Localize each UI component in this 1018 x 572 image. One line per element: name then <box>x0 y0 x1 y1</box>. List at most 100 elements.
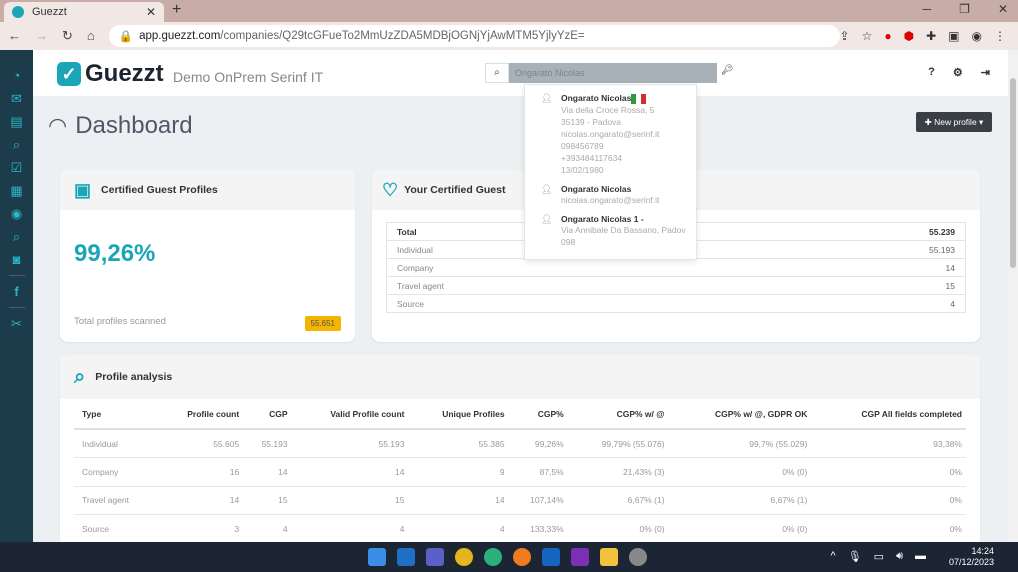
settings-app-icon[interactable] <box>629 548 647 566</box>
chrome-icon[interactable] <box>455 548 473 566</box>
share-icon[interactable]: ⇪ <box>839 29 850 43</box>
battery-icon[interactable]: ▬ <box>915 550 926 562</box>
table-cell: 21,43% (3) <box>567 457 669 487</box>
search-input[interactable]: Ongarato Nicolas <box>509 63 717 83</box>
result-name: Ongarato Nicolas 1 - <box>561 214 696 224</box>
report-icon[interactable]: ▦ <box>10 183 23 198</box>
guezzt-favicon <box>12 6 24 18</box>
table-cell: 0% (0) <box>668 514 812 544</box>
new-tab-button[interactable]: + <box>172 1 182 18</box>
analysis-search-icon: ⌕ <box>74 365 86 388</box>
profile-analysis-card: ⌕ Profile analysis Type Profile count CGP Va… <box>60 355 980 555</box>
column-header: Profile count <box>157 399 244 430</box>
bus-icon[interactable]: ◙ <box>12 252 21 267</box>
logout-icon[interactable]: ⇥ <box>980 67 990 79</box>
menu-icon[interactable]: ⋮ <box>994 29 1006 43</box>
explorer-icon[interactable] <box>600 548 618 566</box>
scanned-badge: 55.651 <box>304 316 341 331</box>
table-cell: 14 <box>291 457 409 487</box>
search-alt-icon[interactable]: ⌕ <box>12 229 21 244</box>
result-detail: nicolas.ongarato@serinf.it <box>561 128 660 139</box>
table-cell: 107,14% <box>508 486 568 515</box>
search-icon[interactable]: ⌕ <box>12 137 21 152</box>
tools-icon[interactable]: ✂ <box>11 316 22 331</box>
restore-icon[interactable]: ❐ <box>959 2 970 16</box>
table-cell: 55.193 <box>243 429 292 458</box>
global-search: ⌕ Ongarato Nicolas <box>485 63 717 83</box>
table-cell: 3 <box>157 514 244 544</box>
mail-icon[interactable]: ✉ <box>11 91 22 106</box>
table-cell: 55.193 <box>729 240 966 259</box>
certified-percent: 99,26% <box>74 240 156 267</box>
eye-icon[interactable]: ◉ <box>10 206 23 221</box>
checklist-icon[interactable]: ☑ <box>10 160 23 175</box>
table-cell: 14 <box>243 457 292 487</box>
facebook-icon[interactable]: f <box>14 284 19 299</box>
url-bar[interactable]: 🔒 app.guezzt.com/companies/Q29tcGFueTo2Mm… <box>108 25 840 47</box>
adblock-icon[interactable]: ⬢ <box>903 29 915 43</box>
firefox-icon[interactable] <box>513 548 531 566</box>
table-cell: Individual <box>74 429 158 458</box>
taskbar: ^ 🎙︎ ▭ 🔊︎ ▬ 14:24 07/12/2023 <box>0 542 1018 572</box>
table-cell: 0% (0) <box>668 457 812 487</box>
opera-extension-icon[interactable]: ● <box>884 29 892 43</box>
dashboard-icon[interactable]: ◔ <box>12 68 21 83</box>
result-name-text: Ongarato Nicolas 1 - <box>561 213 644 224</box>
clock[interactable]: 14:24 07/12/2023 <box>949 546 994 568</box>
search-result-item[interactable]: 👤︎ Ongarato Nicolas Via della Croce Rossa,… <box>525 93 696 176</box>
help-icon[interactable]: ? <box>928 66 935 78</box>
table-row: Source 3 4 4 4 133,33% 0% (0) 0% (0) 0% <box>74 514 966 544</box>
outlook-alt-icon[interactable] <box>542 548 560 566</box>
certified-profiles-card: ▣ Certified Guest Profiles 99,26% Total p… <box>60 170 355 342</box>
home-icon[interactable]: ⌂ <box>86 28 95 43</box>
table-cell: 9 <box>408 457 509 487</box>
outlook-icon[interactable] <box>397 548 415 566</box>
table-cell: Source <box>74 514 158 544</box>
reload-icon[interactable]: ↻ <box>62 28 73 43</box>
search-button[interactable]: ⌕ <box>485 63 509 83</box>
user-icon: 👤︎ <box>541 183 553 194</box>
lock-icon: 🔒 <box>118 31 134 43</box>
table-cell: Company <box>386 258 730 277</box>
column-header: CGP All fields completed <box>811 399 966 430</box>
sidepanel-icon[interactable]: ▣ <box>948 29 960 43</box>
profile-avatar[interactable]: ◉ <box>971 29 982 43</box>
table-cell: 14 <box>408 486 509 515</box>
search-result-item[interactable]: 👤︎ Ongarato Nicolas 1 - Via Annibale Da Ba… <box>525 214 696 248</box>
chevron-up-icon[interactable]: ^ <box>830 550 836 562</box>
forward-icon[interactable]: → <box>35 28 48 43</box>
browser-tab[interactable]: Guezzt ✕ <box>4 2 164 22</box>
key-icon[interactable]: 🔑︎ <box>721 65 734 76</box>
close-window-icon[interactable]: ✕ <box>997 2 1008 16</box>
close-tab-icon[interactable]: ✕ <box>145 5 156 19</box>
user-icon: 👤︎ <box>541 93 553 103</box>
mic-icon[interactable]: 🎙︎ <box>847 551 862 563</box>
back-icon[interactable]: ← <box>8 28 21 43</box>
table-cell: 55.605 <box>157 429 244 458</box>
column-header: Type <box>74 399 158 430</box>
scrollbar-thumb[interactable] <box>1010 78 1016 268</box>
column-header: CGP% w/ @ <box>567 399 669 430</box>
new-profile-button[interactable]: ✚ New profile ▾ <box>916 112 992 132</box>
bookmark-star-icon[interactable]: ☆ <box>861 29 873 43</box>
page-scrollbar[interactable] <box>1008 50 1018 542</box>
extensions-icon[interactable]: ✚ <box>926 29 937 43</box>
teams-icon[interactable] <box>426 548 444 566</box>
onenote-icon[interactable] <box>571 548 589 566</box>
table-row: Company 14 <box>386 258 966 277</box>
logo-text: Guezzt <box>85 60 164 87</box>
settings-gear-icon[interactable]: ⚙ <box>952 67 963 79</box>
table-cell: 4 <box>243 514 292 544</box>
minimize-icon[interactable]: ─ <box>922 2 932 16</box>
column-header: CGP% w/ @, GDPR OK <box>668 399 812 430</box>
search-results-dropdown: 👤︎ Ongarato Nicolas Via della Croce Rossa,… <box>524 84 697 260</box>
start-icon[interactable] <box>368 548 386 566</box>
volume-icon[interactable]: 🔊︎ <box>896 550 903 562</box>
display-icon[interactable]: ▭ <box>873 551 885 563</box>
inbox-icon[interactable]: ▤ <box>10 114 23 129</box>
edge-icon[interactable] <box>484 548 502 566</box>
logo[interactable]: ✓ Guezzt <box>57 60 164 88</box>
sidebar: ◔ ✉ ▤ ⌕ ☑ ▦ ◉ ⌕ ◙ f ✂ <box>0 50 33 542</box>
search-result-item[interactable]: 👤︎ Ongarato Nicolas nicolas.ongarato@serin… <box>525 184 696 206</box>
table-cell: 99,26% <box>508 429 568 458</box>
